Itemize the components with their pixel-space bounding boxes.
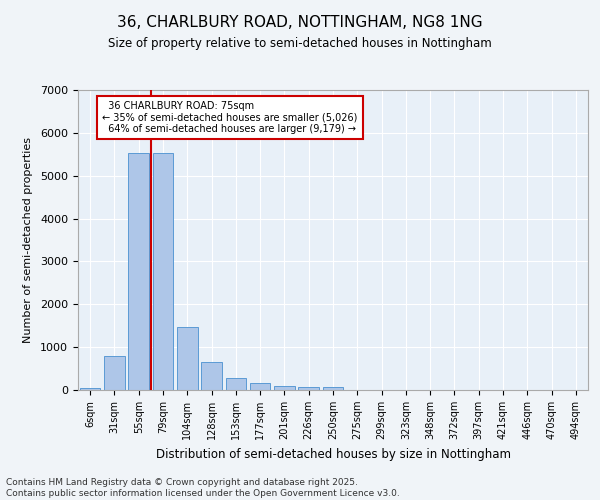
Bar <box>298 387 319 390</box>
Bar <box>177 326 197 390</box>
Bar <box>226 378 246 390</box>
Bar <box>128 154 149 390</box>
Text: Contains HM Land Registry data © Crown copyright and database right 2025.
Contai: Contains HM Land Registry data © Crown c… <box>6 478 400 498</box>
Bar <box>274 386 295 390</box>
Bar <box>250 384 271 390</box>
Y-axis label: Number of semi-detached properties: Number of semi-detached properties <box>23 137 33 343</box>
Bar <box>104 356 125 390</box>
Bar <box>201 362 222 390</box>
Bar <box>152 154 173 390</box>
Text: 36, CHARLBURY ROAD, NOTTINGHAM, NG8 1NG: 36, CHARLBURY ROAD, NOTTINGHAM, NG8 1NG <box>117 15 483 30</box>
Text: 36 CHARLBURY ROAD: 75sqm
← 35% of semi-detached houses are smaller (5,026)
  64%: 36 CHARLBURY ROAD: 75sqm ← 35% of semi-d… <box>102 100 358 134</box>
Text: Size of property relative to semi-detached houses in Nottingham: Size of property relative to semi-detach… <box>108 38 492 51</box>
Bar <box>80 388 100 390</box>
X-axis label: Distribution of semi-detached houses by size in Nottingham: Distribution of semi-detached houses by … <box>155 448 511 460</box>
Bar <box>323 387 343 390</box>
